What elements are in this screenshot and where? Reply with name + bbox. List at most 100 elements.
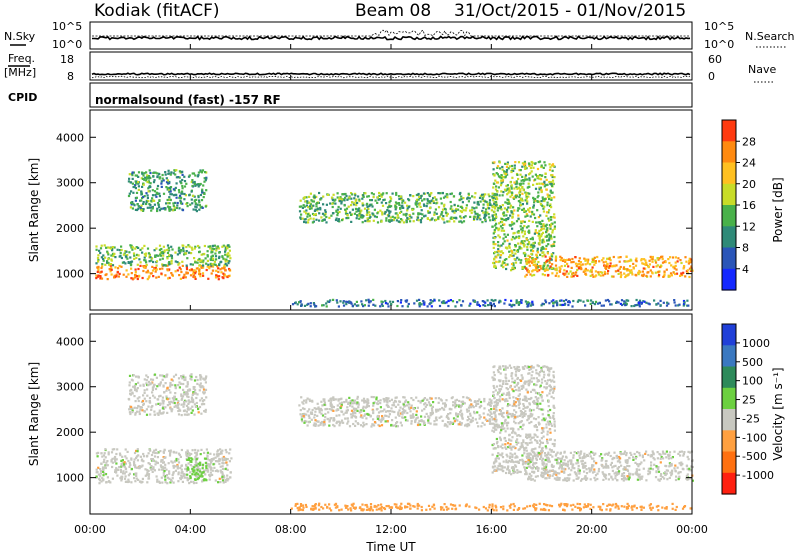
scatter-cell <box>545 214 548 217</box>
scatter-cell <box>626 269 629 272</box>
scatter-cell <box>181 178 184 182</box>
scatter-cell <box>320 400 323 403</box>
scatter-cell <box>377 411 381 414</box>
scatter-cell <box>152 468 155 471</box>
scatter-cell <box>206 265 209 268</box>
scatter-cell <box>510 269 513 272</box>
scatter-cell <box>215 249 218 252</box>
scatter-cell <box>310 418 313 421</box>
scatter-cell <box>518 399 521 403</box>
scatter-cell <box>530 364 533 368</box>
scatter-cell <box>520 220 523 223</box>
scatter-cell <box>491 304 494 307</box>
scatter-cell <box>115 467 118 470</box>
scatter-cell <box>538 439 541 442</box>
scatter-cell <box>353 399 357 402</box>
scatter-cell <box>419 219 422 222</box>
scatter-cell <box>225 253 229 256</box>
scatter-cell <box>324 213 327 216</box>
scatter-cell <box>167 462 170 465</box>
scatter-cell <box>147 200 150 203</box>
beam-label: Beam 08 <box>355 1 431 21</box>
scatter-cell <box>303 196 306 199</box>
scatter-cell <box>358 217 361 220</box>
scatter-cell <box>306 200 309 203</box>
scatter-cell <box>540 381 544 384</box>
scatter-cell <box>547 195 550 198</box>
scatter-cell <box>228 249 231 252</box>
scatter-cell <box>162 207 165 210</box>
scatter-cell <box>230 457 233 460</box>
scatter-cell <box>508 434 511 437</box>
scatter-cell <box>532 242 535 245</box>
scatter-cell <box>519 188 522 191</box>
scatter-cell <box>342 300 345 303</box>
scatter-cell <box>415 193 418 197</box>
scatter-cell <box>141 172 144 175</box>
scatter-cell <box>132 185 135 189</box>
scatter-cell <box>525 238 528 241</box>
scatter-cell <box>481 196 484 199</box>
scatter-cell <box>143 172 146 175</box>
scatter-cell <box>544 225 547 228</box>
scatter-cell <box>510 187 513 190</box>
scatter-cell <box>217 270 220 273</box>
scatter-cell <box>175 206 178 210</box>
scatter-cell <box>610 275 614 278</box>
scatter-cell <box>204 469 207 472</box>
scatter-cell <box>177 189 181 192</box>
scatter-cell <box>181 202 184 205</box>
scatter-cell <box>538 221 542 224</box>
scatter-cell <box>473 410 476 413</box>
scatter-cell <box>197 244 200 248</box>
scatter-cell <box>531 175 534 178</box>
scatter-cell <box>194 184 197 187</box>
scatter-cell <box>624 304 627 307</box>
scatter-cell <box>198 257 201 261</box>
scatter-cell <box>120 465 123 468</box>
scatter-cell <box>200 448 203 451</box>
scatter-cell <box>123 477 127 480</box>
scatter-cell <box>502 191 505 194</box>
scatter-cell <box>187 455 190 458</box>
scatter-cell <box>532 166 535 169</box>
scatter-cell <box>610 303 613 306</box>
scatter-cell <box>594 275 597 278</box>
scatter-cell <box>185 268 189 271</box>
scatter-cell <box>313 194 316 197</box>
scatter-cell <box>302 413 306 416</box>
scatter-cell <box>534 229 537 232</box>
scatter-cell <box>524 257 527 260</box>
scatter-cell <box>97 274 100 277</box>
scatter-cell <box>495 256 498 259</box>
scatter-cell <box>515 300 518 303</box>
scatter-cell <box>521 175 524 178</box>
scatter-cell <box>390 205 393 208</box>
scatter-cell <box>313 413 316 416</box>
scatter-cell <box>651 260 654 263</box>
scatter-cell <box>205 262 208 265</box>
scatter-cell <box>196 475 199 479</box>
scatter-cell <box>206 470 209 473</box>
scatter-cell <box>361 416 364 419</box>
scatter-cell <box>530 245 533 248</box>
scatter-cell <box>168 198 171 201</box>
scatter-cell <box>198 201 201 204</box>
scatter-cell <box>208 473 211 476</box>
scatter-cell <box>459 205 462 208</box>
scatter-cell <box>357 403 360 406</box>
scatter-cell <box>521 366 524 369</box>
colorbar-segment <box>722 247 736 270</box>
scatter-cell <box>662 275 665 278</box>
scatter-cell <box>339 421 342 424</box>
scatter-cell <box>159 251 162 254</box>
scatter-cell <box>139 248 142 251</box>
scatter-cell <box>349 404 352 407</box>
scatter-cell <box>538 233 541 236</box>
scatter-cell <box>494 213 497 216</box>
scatter-cell <box>526 248 529 251</box>
scatter-cell <box>485 200 488 204</box>
scatter-cell <box>133 462 136 465</box>
scatter-cell <box>545 228 548 231</box>
scatter-cell <box>517 389 520 392</box>
